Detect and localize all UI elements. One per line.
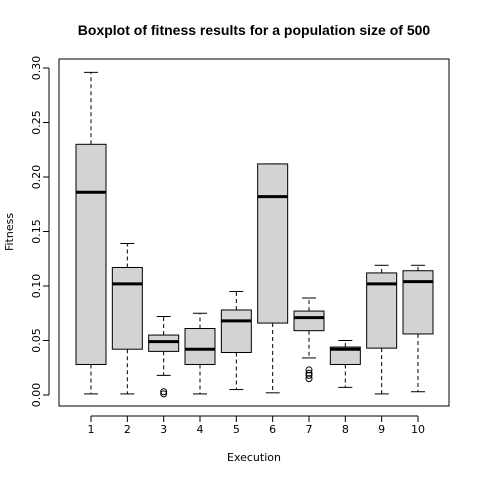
box-5 bbox=[220, 290, 252, 391]
outlier-point bbox=[305, 375, 313, 383]
outlier-point bbox=[305, 369, 313, 377]
box-10 bbox=[402, 264, 434, 393]
x-axis-label: Execution bbox=[227, 451, 281, 464]
outlier-point bbox=[160, 388, 168, 396]
y-tick-label: 0.05 bbox=[30, 328, 43, 353]
box-4 bbox=[184, 312, 216, 395]
outlier-point bbox=[305, 366, 313, 374]
outlier-point bbox=[160, 390, 168, 398]
y-tick-label: 0.15 bbox=[30, 219, 43, 244]
box-iqr bbox=[293, 310, 325, 332]
box-7 bbox=[293, 297, 325, 383]
box-iqr bbox=[184, 328, 216, 365]
box-iqr bbox=[148, 334, 180, 352]
x-tick-label: 9 bbox=[378, 423, 385, 436]
box-iqr bbox=[366, 272, 398, 349]
x-tick-label: 7 bbox=[306, 423, 313, 436]
y-tick-label: 0.00 bbox=[30, 383, 43, 408]
y-axis-label: Fitness bbox=[3, 213, 16, 251]
x-tick-label: 2 bbox=[124, 423, 131, 436]
chart-title: Boxplot of fitness results for a populat… bbox=[78, 22, 431, 38]
box-iqr bbox=[329, 346, 361, 365]
box-iqr bbox=[75, 143, 107, 365]
box-iqr bbox=[220, 309, 252, 353]
box-1 bbox=[75, 71, 107, 395]
y-tick-label: 0.30 bbox=[30, 56, 43, 81]
x-tick-label: 6 bbox=[269, 423, 276, 436]
outlier-point bbox=[305, 371, 313, 379]
box-2 bbox=[111, 242, 143, 395]
boxes-group bbox=[75, 71, 434, 398]
y-axis: 0.00 0.05 0.10 0.15 0.20 0.25 0.30 bbox=[30, 56, 50, 408]
x-tick-label: 3 bbox=[160, 423, 167, 436]
x-tick-label: 1 bbox=[88, 423, 95, 436]
y-tick-label: 0.20 bbox=[30, 165, 43, 190]
y-tick-label: 0.25 bbox=[30, 110, 43, 135]
x-tick-label: 8 bbox=[342, 423, 349, 436]
x-axis: 1 2 3 4 5 6 7 8 9 10 bbox=[88, 415, 425, 436]
box-8 bbox=[329, 340, 361, 388]
box-iqr bbox=[111, 266, 143, 350]
x-tick-label: 4 bbox=[197, 423, 204, 436]
x-tick-label: 5 bbox=[233, 423, 240, 436]
plot-area-border bbox=[58, 58, 450, 407]
box-3 bbox=[148, 316, 180, 398]
x-tick-label: 10 bbox=[411, 423, 425, 436]
box-9 bbox=[366, 264, 398, 395]
box-6 bbox=[257, 163, 289, 394]
y-tick-label: 0.10 bbox=[30, 274, 43, 299]
box-iqr bbox=[257, 163, 289, 324]
